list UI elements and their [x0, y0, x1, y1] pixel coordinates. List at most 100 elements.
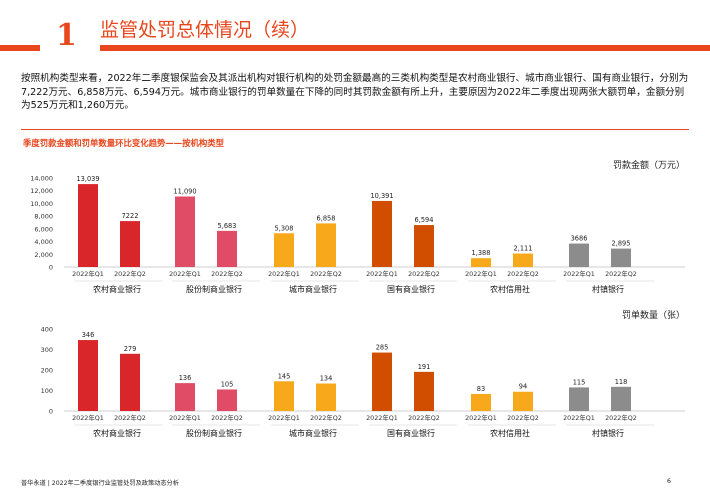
chart-1-bar	[513, 391, 533, 411]
chart-1-ytick-label: 400	[41, 326, 53, 334]
chart-1-value-label: 134	[320, 375, 333, 383]
chart-0-bar	[274, 233, 294, 267]
chart-1-group-label: 股份制商业银行	[186, 428, 242, 438]
chart-1-bar	[471, 393, 491, 411]
chart-1-ytick-label: 100	[41, 387, 53, 395]
chart-1-category-label: 2022年Q1	[268, 413, 300, 422]
chart-0-category-label: 2022年Q2	[605, 269, 637, 278]
chart-1-category-label: 2022年Q2	[211, 413, 243, 422]
chart-0-bar	[513, 253, 533, 267]
chart-1-value-label: 115	[573, 378, 586, 386]
chart-1-bar	[274, 381, 294, 411]
chart-1-category-label: 2022年Q1	[563, 413, 595, 422]
chart-0-value-label: 5,683	[218, 222, 237, 230]
chart-1-bar	[120, 353, 140, 411]
chart-1-group-label: 国有商业银行	[387, 428, 435, 438]
chart-0-value-label: 13,039	[76, 175, 99, 183]
footer-source: 普华永道 | 2022年二季度银行业监管处罚及政策动态分析	[21, 480, 179, 487]
chart-0-value-label: 11,090	[173, 187, 196, 195]
chart-1-category-label: 2022年Q2	[114, 413, 146, 422]
chart-0-title: 罚款金额（万元）	[613, 159, 685, 171]
chart-0-ytick-label: 4,000	[34, 238, 53, 246]
header-accent-bar-left	[0, 45, 40, 51]
chart-1-value-label: 145	[278, 372, 291, 380]
chart-0-ytick-label: 10,000	[30, 200, 53, 208]
chart-0-value-label: 10,391	[370, 192, 393, 200]
header-accent-bar-right	[100, 45, 710, 51]
chart-1-value-label: 118	[615, 378, 628, 386]
chart-1-bar	[217, 389, 237, 411]
chart-1-value-label: 346	[82, 331, 95, 339]
chart-section-rule	[21, 129, 689, 130]
chart-0-ytick-label: 12,000	[30, 187, 53, 195]
chart-0-value-label: 2,895	[612, 240, 631, 248]
chart-0-ytick-label: 2,000	[34, 251, 53, 259]
chart-1-category-label: 2022年Q2	[310, 413, 342, 422]
chart-1-bar	[316, 383, 336, 411]
chart-0-bar	[611, 248, 631, 267]
chart-0-group-label: 农村信用社	[490, 284, 530, 294]
chart-0-value-label: 7222	[122, 212, 139, 220]
chart-1-category-label: 2022年Q2	[408, 413, 440, 422]
chart-0-value-label: 6,858	[317, 214, 336, 222]
intro-paragraph: 按照机构类型来看，2022年二季度银保监会及其派出机构对银行机构的处罚金额最高的…	[21, 73, 689, 111]
chart-0-ytick-label: 8,000	[34, 213, 53, 221]
chart-0-value-label: 6,594	[415, 216, 434, 224]
chart-0-category-label: 2022年Q1	[169, 269, 201, 278]
chart-0-category-label: 2022年Q1	[72, 269, 104, 278]
chart-0-ytick-label: 14,000	[30, 175, 53, 183]
chart-1-value-label: 136	[179, 374, 192, 382]
section-number: 1	[56, 18, 77, 53]
chart-1-group-label: 村镇银行	[592, 428, 624, 438]
chart-0-value-label: 1,388	[472, 249, 491, 257]
chart-1-group-label: 农村商业银行	[93, 428, 141, 438]
chart-0-category-label: 2022年Q1	[563, 269, 595, 278]
chart-0-ytick-label: 6,000	[34, 225, 53, 233]
chart-1-category-label: 2022年Q2	[605, 413, 637, 422]
chart-0-bar	[78, 184, 98, 267]
chart-0-category-label: 2022年Q2	[211, 269, 243, 278]
page-number: 6	[667, 478, 671, 485]
chart-1-title: 罚单数量（张）	[622, 309, 685, 321]
chart-0-category-label: 2022年Q1	[366, 269, 398, 278]
chart-section-title: 季度罚款金额和罚单数量环比变化趋势——按机构类型	[23, 138, 224, 148]
chart-1-value-label: 285	[376, 344, 389, 352]
chart-0-bar	[175, 196, 195, 267]
chart-1-value-label: 279	[124, 345, 137, 353]
chart-0-category-label: 2022年Q2	[310, 269, 342, 278]
chart-0-ytick-label: 0	[49, 264, 53, 272]
chart-1-value-label: 191	[418, 363, 431, 371]
chart-0-category-label: 2022年Q2	[507, 269, 539, 278]
chart-1-category-label: 2022年Q1	[465, 413, 497, 422]
chart-0-category-label: 2022年Q2	[114, 269, 146, 278]
chart-1-bar	[414, 371, 434, 411]
chart-1-group-label: 城市商业银行	[289, 428, 337, 438]
chart-0-group-label: 城市商业银行	[289, 284, 337, 294]
chart-0-bar	[120, 221, 140, 267]
chart-0-category-label: 2022年Q2	[408, 269, 440, 278]
chart-1-ytick-label: 0	[49, 408, 53, 416]
chart-0-value-label: 5,308	[275, 224, 294, 232]
chart-0-bar	[414, 225, 434, 267]
chart-0-group-label: 村镇银行	[592, 284, 624, 294]
chart-1-bar	[78, 340, 98, 411]
chart-0-bar	[471, 258, 491, 267]
chart-1-bar	[372, 352, 392, 411]
chart-1-group-label: 农村信用社	[490, 428, 530, 438]
chart-1-category-label: 2022年Q2	[507, 413, 539, 422]
chart-1-value-label: 94	[519, 383, 527, 391]
chart-0-category-label: 2022年Q1	[268, 269, 300, 278]
page-title: 监管处罚总体情况（续）	[100, 19, 310, 41]
chart-1-bar	[569, 387, 589, 411]
chart-0-group-label: 股份制商业银行	[186, 284, 242, 294]
chart-1-bar	[611, 386, 631, 411]
chart-1-category-label: 2022年Q1	[366, 413, 398, 422]
chart-0-bar	[316, 223, 336, 267]
chart-0-group-label: 农村商业银行	[93, 284, 141, 294]
chart-0-value-label: 3686	[571, 235, 588, 243]
chart-0-value-label: 2,111	[514, 245, 533, 253]
chart-1-ytick-label: 200	[41, 367, 53, 375]
chart-1-bar	[175, 383, 195, 411]
chart-0-category-label: 2022年Q1	[465, 269, 497, 278]
